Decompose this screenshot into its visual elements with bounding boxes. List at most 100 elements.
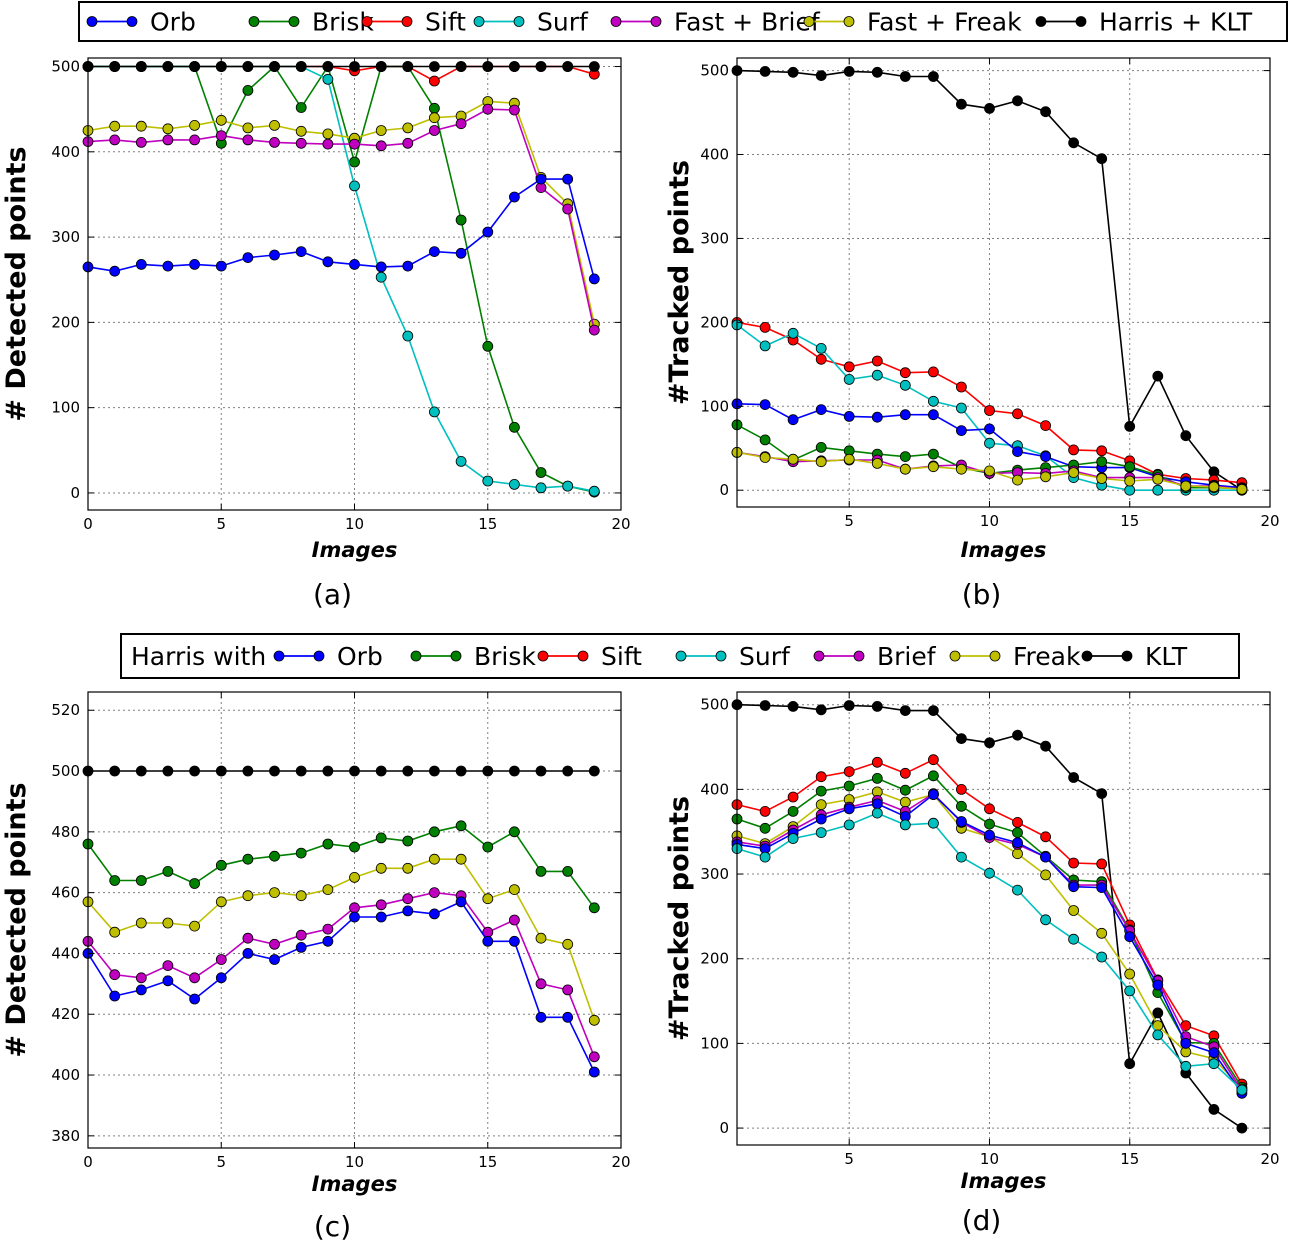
data-point-brisk: [899, 451, 911, 463]
data-point-freak: [1012, 474, 1023, 486]
x-tick-label: 15: [478, 515, 497, 533]
data-point-brief: [402, 137, 414, 149]
data-point-orb: [562, 1011, 574, 1023]
y-tick-label: 480: [51, 823, 80, 841]
data-point-klt: [1152, 370, 1164, 382]
data-point-brief: [349, 138, 360, 150]
legend-label: Brisk: [474, 642, 536, 671]
data-point-klt: [1124, 1058, 1136, 1070]
data-point-sift: [928, 754, 939, 766]
data-point-sift: [428, 75, 440, 87]
panel-caption: (d): [962, 1204, 1002, 1237]
data-point-surf: [956, 402, 967, 414]
data-point-surf: [787, 327, 799, 339]
x-tick-label: 20: [1260, 1150, 1279, 1168]
y-tick-label: 400: [700, 146, 729, 164]
data-point-freak: [588, 1014, 600, 1026]
data-point-surf: [928, 395, 939, 407]
x-tick-label: 15: [1120, 1150, 1139, 1168]
data-point-surf: [759, 851, 771, 863]
data-point-surf: [402, 330, 414, 342]
data-point-klt: [535, 765, 547, 777]
data-point-surf: [871, 369, 883, 381]
data-point-klt: [428, 765, 440, 777]
y-tick-label: 100: [700, 397, 729, 415]
data-point-sift: [1068, 444, 1079, 456]
data-point-freak: [455, 853, 467, 865]
data-point-klt: [843, 66, 855, 77]
data-point-orb: [984, 829, 995, 841]
data-point-freak: [349, 872, 360, 883]
data-point-brisk: [956, 800, 967, 812]
data-point-klt: [402, 61, 414, 72]
x-axis-label: Images: [961, 538, 1047, 562]
data-point-freak: [1096, 473, 1108, 484]
data-point-klt: [871, 66, 883, 78]
data-point-freak: [1180, 480, 1192, 492]
data-point-orb: [269, 954, 280, 965]
data-point-orb: [1124, 931, 1136, 943]
y-axis-label: #Tracked points: [664, 796, 695, 1041]
legend-marker: [989, 650, 1001, 662]
legend-marker: [1075, 16, 1087, 27]
data-point-sift: [1096, 858, 1108, 870]
data-point-surf: [1152, 1029, 1164, 1041]
data-point-freak: [162, 123, 174, 135]
data-point-surf: [956, 851, 967, 863]
data-point-brief: [588, 324, 600, 336]
data-point-surf: [1012, 884, 1023, 896]
data-point-klt: [242, 61, 254, 72]
y-tick-label: 200: [700, 313, 729, 331]
data-point-klt: [135, 765, 147, 777]
data-point-orb: [215, 972, 227, 984]
legend-label: Sift: [601, 642, 642, 671]
legend-label: KLT: [1145, 642, 1188, 671]
legend-label: Sift: [425, 8, 466, 37]
data-point-freak: [189, 920, 201, 932]
data-point-sift: [815, 353, 827, 365]
data-point-klt: [843, 700, 855, 711]
data-point-brief: [455, 118, 467, 130]
x-tick-label: 15: [1120, 512, 1139, 530]
legend-marker: [715, 650, 727, 662]
data-point-surf: [562, 480, 574, 492]
data-point-surf: [843, 819, 855, 831]
data-point-sift: [899, 767, 911, 779]
data-point-orb: [843, 410, 855, 422]
data-point-orb: [1152, 979, 1164, 991]
x-tick-label: 15: [478, 1153, 497, 1171]
data-point-freak: [428, 112, 440, 124]
data-point-freak: [1124, 475, 1136, 487]
y-tick-label: 500: [51, 58, 80, 76]
legend-bottom: Harris with Orb Brisk Sift Surf Brief Freak KLT: [120, 633, 1240, 679]
data-point-orb: [455, 247, 467, 259]
data-point-freak: [759, 452, 771, 463]
legend-label: Orb: [150, 8, 196, 37]
legend-marker: [401, 16, 413, 27]
data-point-orb: [1096, 882, 1108, 893]
data-point-orb: [815, 404, 827, 416]
legend-marker: [650, 16, 662, 27]
data-point-freak: [242, 122, 254, 134]
data-point-klt: [899, 71, 911, 82]
x-tick-label: 20: [611, 515, 630, 533]
data-point-surf: [815, 342, 827, 354]
data-point-surf: [1208, 1058, 1220, 1070]
y-tick-label: 300: [700, 865, 729, 883]
data-point-brisk: [1124, 461, 1136, 473]
data-point-orb: [1012, 446, 1023, 458]
y-tick-label: 500: [700, 696, 729, 714]
data-point-surf: [871, 807, 883, 819]
data-point-surf: [815, 827, 827, 838]
data-point-sift: [815, 771, 827, 783]
y-tick-label: 440: [51, 944, 80, 962]
data-point-klt: [215, 765, 227, 777]
data-point-orb: [482, 935, 494, 947]
data-point-brisk: [295, 102, 307, 113]
data-point-sift: [759, 321, 771, 333]
data-point-brief: [509, 914, 520, 926]
data-point-orb: [928, 789, 939, 800]
data-point-freak: [1068, 905, 1079, 916]
legend-marker: [86, 16, 98, 27]
